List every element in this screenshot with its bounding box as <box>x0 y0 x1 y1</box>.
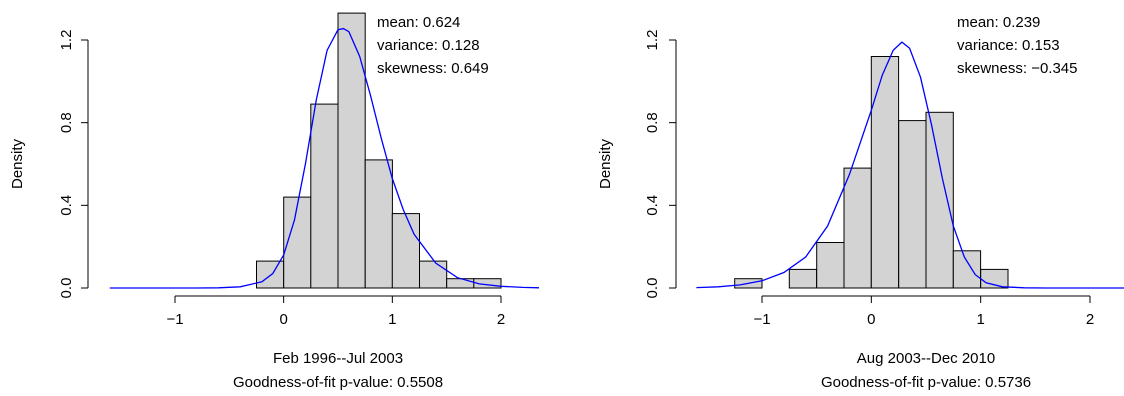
histogram-bar <box>952 250 982 289</box>
y-axis-label: Density <box>9 138 26 189</box>
histogram-bars <box>256 12 502 289</box>
fitted-density-curve <box>109 27 540 289</box>
goodness-of-fit-label: Goodness-of-fit p-value: 0.5736 <box>821 374 1031 391</box>
y-tick-label: 0.0 <box>644 278 661 299</box>
x-tick-label: 0 <box>279 311 287 328</box>
y-tick-label: 0.8 <box>644 112 661 133</box>
histogram-bar <box>310 103 339 289</box>
statistic-skewness: skewness: 0.649 <box>377 60 489 77</box>
histogram-bar <box>283 196 312 289</box>
x-axis-label: Aug 2003--Dec 2010 <box>857 350 995 367</box>
histogram-bar <box>788 268 818 289</box>
statistics-annotations: mean: 0.624 variance: 0.128 skewness: 0.64… <box>377 14 489 77</box>
histogram-bar <box>391 213 420 289</box>
chart-panel-1: −1 0 1 2 0.0 0.4 0.8 1.2 Density Feb 1996--Jul 20… <box>9 12 540 391</box>
goodness-of-fit-label: Goodness-of-fit p-value: 0.5508 <box>233 374 443 391</box>
statistic-mean: mean: 0.239 <box>957 14 1040 31</box>
fitted-density-curve <box>696 41 1124 289</box>
histogram-bar <box>337 12 366 289</box>
histogram-bar <box>843 167 872 289</box>
x-tick-label: 2 <box>497 311 505 328</box>
x-tick-label: 1 <box>976 311 984 328</box>
statistic-variance: variance: 0.153 <box>957 37 1060 54</box>
y-axis: 0.0 0.4 0.8 1.2 Density <box>9 30 89 299</box>
x-tick-label: −1 <box>753 311 770 328</box>
histogram-bar <box>925 111 954 289</box>
histogram-bar <box>419 260 448 289</box>
statistic-variance: variance: 0.128 <box>377 37 480 54</box>
histogram-bars <box>734 56 1009 289</box>
x-axis: −1 0 1 2 <box>166 295 505 328</box>
chart-panel-2: −1 0 1 2 0.0 0.4 0.8 1.2 Density Aug 2003--Dec 20… <box>597 14 1124 391</box>
x-tick-label: 1 <box>388 311 396 328</box>
statistics-annotations: mean: 0.239 variance: 0.153 skewness: −0.3… <box>957 14 1078 77</box>
x-tick-label: 0 <box>867 311 875 328</box>
x-axis: −1 0 1 2 <box>753 295 1094 328</box>
y-tick-label: 0.4 <box>644 195 661 216</box>
y-tick-label: 0.0 <box>58 278 75 299</box>
y-tick-label: 1.2 <box>644 30 661 51</box>
statistic-mean: mean: 0.624 <box>377 14 460 31</box>
histogram-bar <box>364 159 393 289</box>
statistic-skewness: skewness: −0.345 <box>957 60 1078 77</box>
y-tick-label: 1.2 <box>58 30 75 51</box>
y-axis: 0.0 0.4 0.8 1.2 Density <box>597 30 677 299</box>
x-tick-label: −1 <box>166 311 183 328</box>
x-tick-label: 2 <box>1086 311 1094 328</box>
y-tick-label: 0.4 <box>58 195 75 216</box>
histogram-bar <box>446 278 475 289</box>
x-axis-label: Feb 1996--Jul 2003 <box>273 350 403 367</box>
y-axis-label: Density <box>597 138 614 189</box>
histogram-bar <box>898 120 927 289</box>
y-tick-label: 0.8 <box>58 112 75 133</box>
histogram-bar <box>256 260 285 289</box>
histogram-bar <box>473 278 502 289</box>
histogram-bar <box>816 242 845 289</box>
histogram-bar <box>870 56 900 289</box>
